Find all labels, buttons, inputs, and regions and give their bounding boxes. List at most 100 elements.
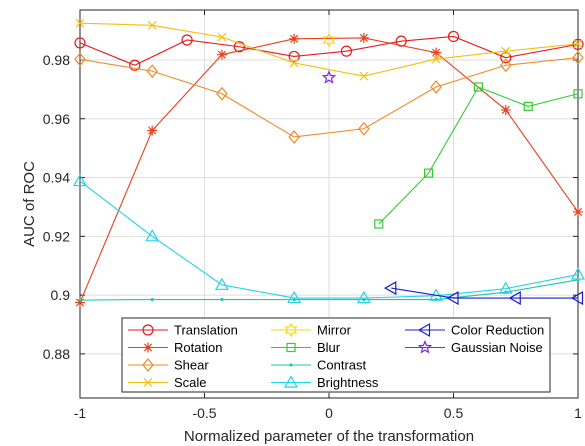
legend-label: Contrast	[317, 358, 367, 373]
data-point	[523, 101, 533, 112]
legend-marker	[289, 363, 293, 367]
series-brightness	[72, 173, 585, 304]
series-contrast	[78, 278, 580, 302]
data-point	[358, 32, 369, 43]
axis-ticks: -1 -0.5 0 0.5 1 0.88 0.9 0.92 0.94 0.96 0.98	[43, 10, 582, 421]
data-point	[573, 206, 583, 217]
data-point	[356, 290, 371, 304]
legend-item-mirror: Mirror	[271, 323, 352, 338]
legend-item-shear: Shear	[128, 358, 209, 373]
data-point	[358, 121, 370, 136]
data-point	[359, 71, 369, 81]
legend-item-contrast: Contrast	[271, 358, 367, 373]
data-point	[447, 30, 460, 43]
data-point	[500, 104, 511, 115]
data-point	[573, 89, 583, 99]
legend-marker	[283, 375, 299, 388]
series-line	[79, 279, 579, 301]
series-line	[79, 180, 579, 299]
data-point	[424, 168, 434, 178]
series-line	[79, 35, 579, 66]
y-tick-label: 0.88	[43, 346, 70, 362]
legend-label: Mirror	[317, 323, 352, 338]
data-point	[78, 298, 82, 302]
data-point	[473, 82, 483, 92]
y-tick-label: 0.96	[43, 111, 70, 127]
legend-item-translation: Translation	[128, 323, 238, 338]
legend-label: Rotation	[174, 340, 222, 355]
data-point	[500, 52, 512, 64]
data-point	[288, 50, 300, 63]
legend-label: Brightness	[317, 375, 379, 390]
legend-label: Blur	[317, 340, 341, 355]
data-point	[431, 47, 442, 58]
legend-box	[121, 317, 551, 393]
legend-marker	[143, 378, 153, 387]
data-point	[431, 54, 441, 64]
data-point	[146, 64, 158, 79]
legend-item-blur: Blur	[271, 340, 341, 355]
data-point	[384, 281, 397, 296]
data-point	[570, 291, 584, 306]
series-gaussian-noise	[321, 69, 337, 84]
data-point	[501, 46, 511, 56]
data-point	[322, 32, 336, 48]
data-point	[74, 37, 86, 49]
data-point	[508, 291, 521, 306]
y-tick-label: 0.94	[43, 170, 70, 186]
data-point	[446, 291, 459, 306]
data-point	[216, 49, 227, 60]
legend-item-brightness: Brightness	[271, 375, 379, 390]
data-point	[74, 52, 86, 67]
series-shear	[74, 50, 584, 144]
data-point	[321, 69, 337, 84]
legend-marker	[142, 324, 154, 336]
y-tick-label: 0.9	[51, 287, 71, 303]
legend-marker	[417, 339, 433, 354]
data-point	[145, 229, 160, 242]
series-color-reduction	[384, 281, 584, 306]
legend-label: Gaussian Noise	[451, 340, 543, 355]
data-point	[498, 281, 513, 294]
legend-marker	[143, 342, 153, 353]
data-point	[289, 58, 299, 68]
series-line	[79, 37, 579, 303]
grid	[79, 10, 579, 398]
series-mirror	[322, 32, 336, 48]
series-blur	[374, 82, 583, 229]
series-translation	[74, 30, 584, 71]
data-point	[75, 18, 85, 28]
legend-label: Scale	[174, 375, 207, 390]
x-axis-title: Normalized parameter of the transformati…	[184, 428, 474, 445]
data-point	[216, 86, 228, 101]
data-point	[374, 219, 384, 229]
data-point	[129, 59, 141, 71]
series-line	[79, 57, 579, 138]
data-point	[233, 41, 245, 53]
y-tick-label: 0.92	[43, 228, 70, 244]
series-group	[72, 18, 585, 308]
data-point	[147, 20, 157, 30]
data-point	[217, 32, 227, 42]
legend-item-color-reduction: Color Reduction	[405, 323, 544, 338]
series-scale	[75, 18, 583, 81]
legend-label: Color Reduction	[451, 323, 544, 338]
data-point	[570, 267, 585, 280]
x-tick-label: 0.5	[444, 405, 464, 421]
legend-marker	[417, 322, 431, 338]
x-tick-label: 0	[325, 405, 333, 421]
y-tick-label: 0.98	[43, 52, 70, 68]
legend-marker	[284, 322, 298, 338]
legend-marker	[286, 342, 296, 353]
data-point	[573, 39, 583, 49]
legend-label: Shear	[174, 358, 209, 373]
data-point	[395, 35, 407, 47]
data-point	[220, 297, 224, 302]
y-axis-title: AUC of ROC	[21, 161, 38, 247]
data-point	[150, 297, 154, 302]
data-point	[430, 80, 442, 94]
legend-label: Translation	[174, 323, 238, 338]
data-point	[288, 130, 300, 144]
x-tick-label: -0.5	[192, 405, 216, 421]
